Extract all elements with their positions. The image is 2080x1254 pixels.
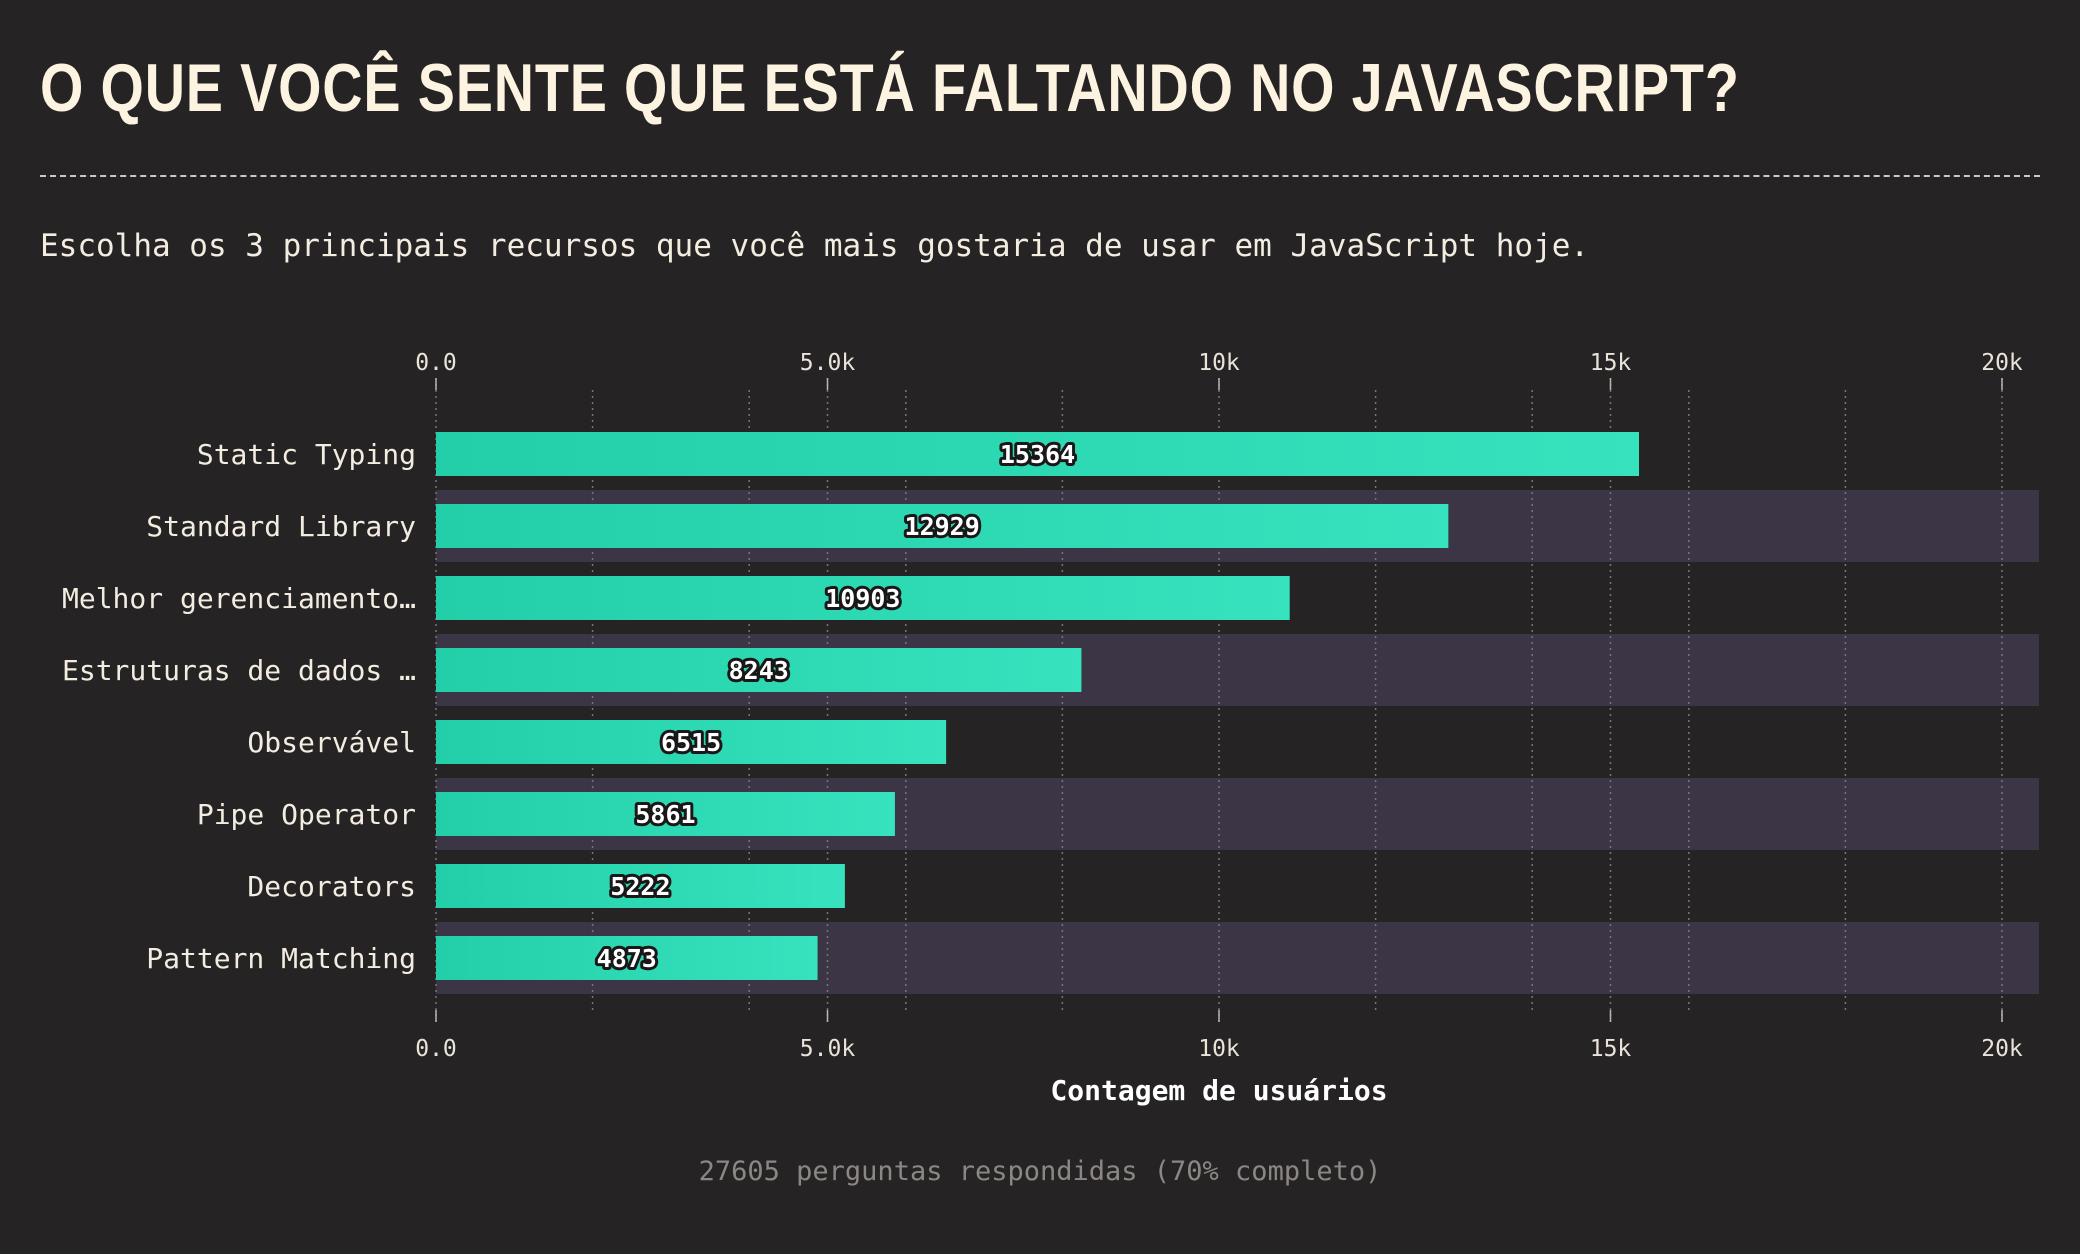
top-tick-label: 5.0k	[800, 350, 856, 376]
category-label: Decorators	[247, 870, 416, 903]
category-label: Static Typing	[197, 438, 416, 471]
top-tick-label: 10k	[1198, 350, 1240, 376]
top-tick-label: 20k	[1981, 350, 2023, 376]
value-label: 5222	[610, 872, 670, 901]
responses-footer: 27605 perguntas respondidas (70% complet…	[698, 1156, 1382, 1187]
bar[interactable]	[436, 648, 1082, 692]
category-label: Pipe Operator	[197, 798, 416, 831]
bottom-tick-label: 0.0	[415, 1036, 457, 1062]
bar[interactable]	[436, 792, 895, 836]
bar[interactable]	[436, 936, 818, 980]
bar[interactable]	[436, 576, 1290, 620]
bar[interactable]	[436, 504, 1449, 548]
bar[interactable]	[436, 864, 845, 908]
bar[interactable]	[436, 720, 947, 764]
value-label: 10903	[825, 584, 900, 613]
value-label: 12929	[905, 512, 980, 541]
category-label: Pattern Matching	[146, 942, 416, 975]
category-label: Estruturas de dados …	[62, 654, 416, 687]
value-label: 15364	[1000, 440, 1075, 469]
chart-title: O QUE VOCÊ SENTE QUE ESTÁ FALTANDO NO JA…	[40, 50, 1740, 126]
value-label: 5861	[635, 800, 695, 829]
value-label: 4873	[597, 944, 657, 973]
bottom-tick-label: 5.0k	[800, 1036, 856, 1062]
top-tick-label: 15k	[1590, 350, 1632, 376]
title-divider	[40, 175, 2040, 177]
value-label: 8243	[729, 656, 789, 685]
bottom-tick-label: 15k	[1590, 1036, 1632, 1062]
chart-subtitle: Escolha os 3 principais recursos que voc…	[40, 228, 1590, 264]
x-axis-title: Contagem de usuários	[1050, 1074, 1387, 1107]
category-label: Melhor gerenciamento…	[62, 582, 416, 615]
bottom-tick-label: 10k	[1198, 1036, 1240, 1062]
category-label: Standard Library	[146, 510, 416, 543]
value-label: 6515	[661, 728, 721, 757]
bottom-tick-label: 20k	[1981, 1036, 2023, 1062]
category-label: Observável	[247, 726, 416, 759]
top-tick-label: 0.0	[415, 350, 457, 376]
bar[interactable]	[436, 432, 1640, 476]
